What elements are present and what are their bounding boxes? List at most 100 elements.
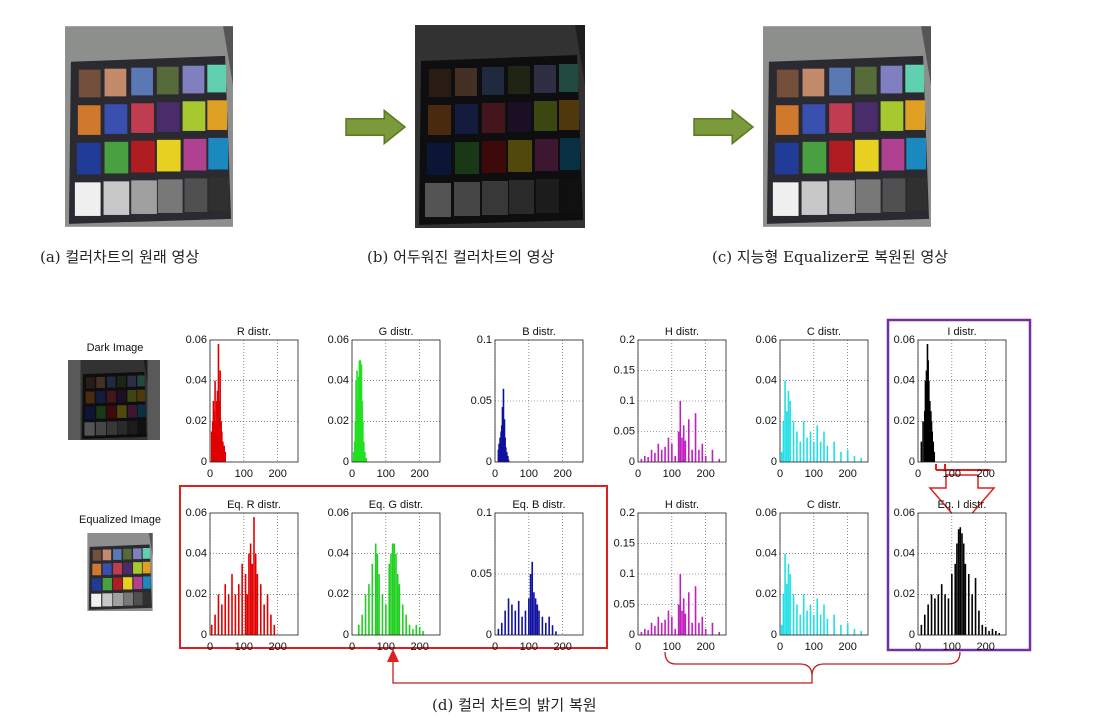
x-tick-label: 200 [977,468,995,480]
x-tick-label: 200 [839,468,857,480]
histogram-bar [704,628,707,635]
y-tick-label: 0.04 [894,548,915,560]
dark-overlay [415,25,585,228]
arrow [345,109,406,145]
histogram-bar [364,451,366,462]
histogram-bar [536,604,539,635]
chart-title: Eq. I distr. [938,499,987,511]
histogram-bar [792,421,795,462]
histogram-bar [928,380,930,462]
plot-area [495,340,583,462]
x-tick-label: 100 [235,641,253,653]
histogram-bar [780,624,783,635]
caption: (b) 어두워진 컬러차트의 영상 [367,248,555,266]
y-tick-label: 0.2 [620,507,635,519]
histogram-bar [959,527,962,635]
histogram-bar [711,449,714,462]
histogram-bar [701,443,704,462]
x-tick-label: 0 [777,641,783,653]
x-tick-label: 200 [554,641,572,653]
histogram-bar [787,563,790,635]
y-tick-label: 0.04 [328,548,349,560]
histogram-bar [408,624,411,635]
histogram-bar [210,431,213,462]
histogram-bar [682,598,685,635]
histogram-bar [357,624,360,635]
histogram-bar [846,622,849,635]
y-tick-label: 0.04 [756,548,777,560]
y-tick-label: 0 [486,456,492,468]
histogram-bar [217,344,220,462]
histogram-bar [962,543,965,635]
chart-title: H distr. [665,326,699,338]
histogram-bar [376,553,379,635]
histogram-bar [694,413,697,462]
histogram-bar [691,622,693,635]
plot-area [210,340,298,462]
histogram-bar [823,604,825,635]
y-tick-label: 0 [629,456,635,468]
histogram-bar [514,610,517,635]
histogram-bar [395,553,397,635]
histogram-bar [934,598,936,635]
histogram-bar [529,574,532,635]
x-tick-label: 0 [915,468,921,480]
axes-frame [917,339,1007,463]
histogram-bar [667,437,670,462]
histogram-bar [787,390,790,462]
histogram-bar [505,447,507,462]
histogram-bar [679,574,682,635]
row-label: Dark Image [87,342,144,354]
histogram-bar [782,594,785,635]
axes-frame [209,339,299,463]
chart-title: I distr. [947,326,976,338]
row-label: Equalized Image [79,514,161,526]
histogram-bar [507,459,510,462]
histogram-bar [507,598,510,635]
histogram-bar [806,437,808,462]
y-tick-label: 0.02 [186,588,207,600]
down-arrow [928,474,996,527]
histogram-bar [687,592,690,635]
histogram-bar [221,431,223,462]
histogram-bar [227,594,230,635]
histogram-bar [521,616,523,635]
histogram-bar [816,425,819,462]
histogram-bar [358,360,361,462]
y-tick-label: 0 [909,629,915,641]
y-tick-label: 0 [771,629,777,641]
y-tick-label: 0.06 [894,507,915,519]
photo-original [65,26,233,227]
axes-frame [351,339,441,463]
highlight-box [179,485,608,649]
histogram-bar [816,598,819,635]
histogram-bar [538,610,540,635]
histogram-bar [704,455,707,462]
axes-frame [779,339,869,463]
histogram-bar [393,543,396,635]
histogram-bar [664,619,666,635]
histogram-bar [216,390,219,462]
x-tick-label: 200 [697,641,715,653]
histogram-bar [677,604,680,635]
caption: (d) 컬러 차트의 밝기 복원 [432,696,597,714]
histogram-bar [650,622,653,635]
histogram-bar [799,614,802,635]
histogram-bar [684,613,687,635]
histogram-bar [954,563,957,635]
histogram-bar [640,458,643,462]
y-tick-label: 0.06 [186,334,207,346]
y-tick-label: 0.04 [186,375,207,387]
histogram-bar [259,584,262,635]
histogram-bar [415,624,418,635]
x-tick-label: 0 [492,468,498,480]
y-tick-label: 0.04 [328,375,349,387]
histogram-bar [784,553,786,635]
y-tick-label: 0.02 [328,588,349,600]
histogram-bar [687,419,690,462]
histogram-bar [681,437,683,462]
chart-title: C distr. [807,499,841,511]
histogram-bar [998,632,1001,635]
y-tick-label: 0.1 [620,568,635,580]
